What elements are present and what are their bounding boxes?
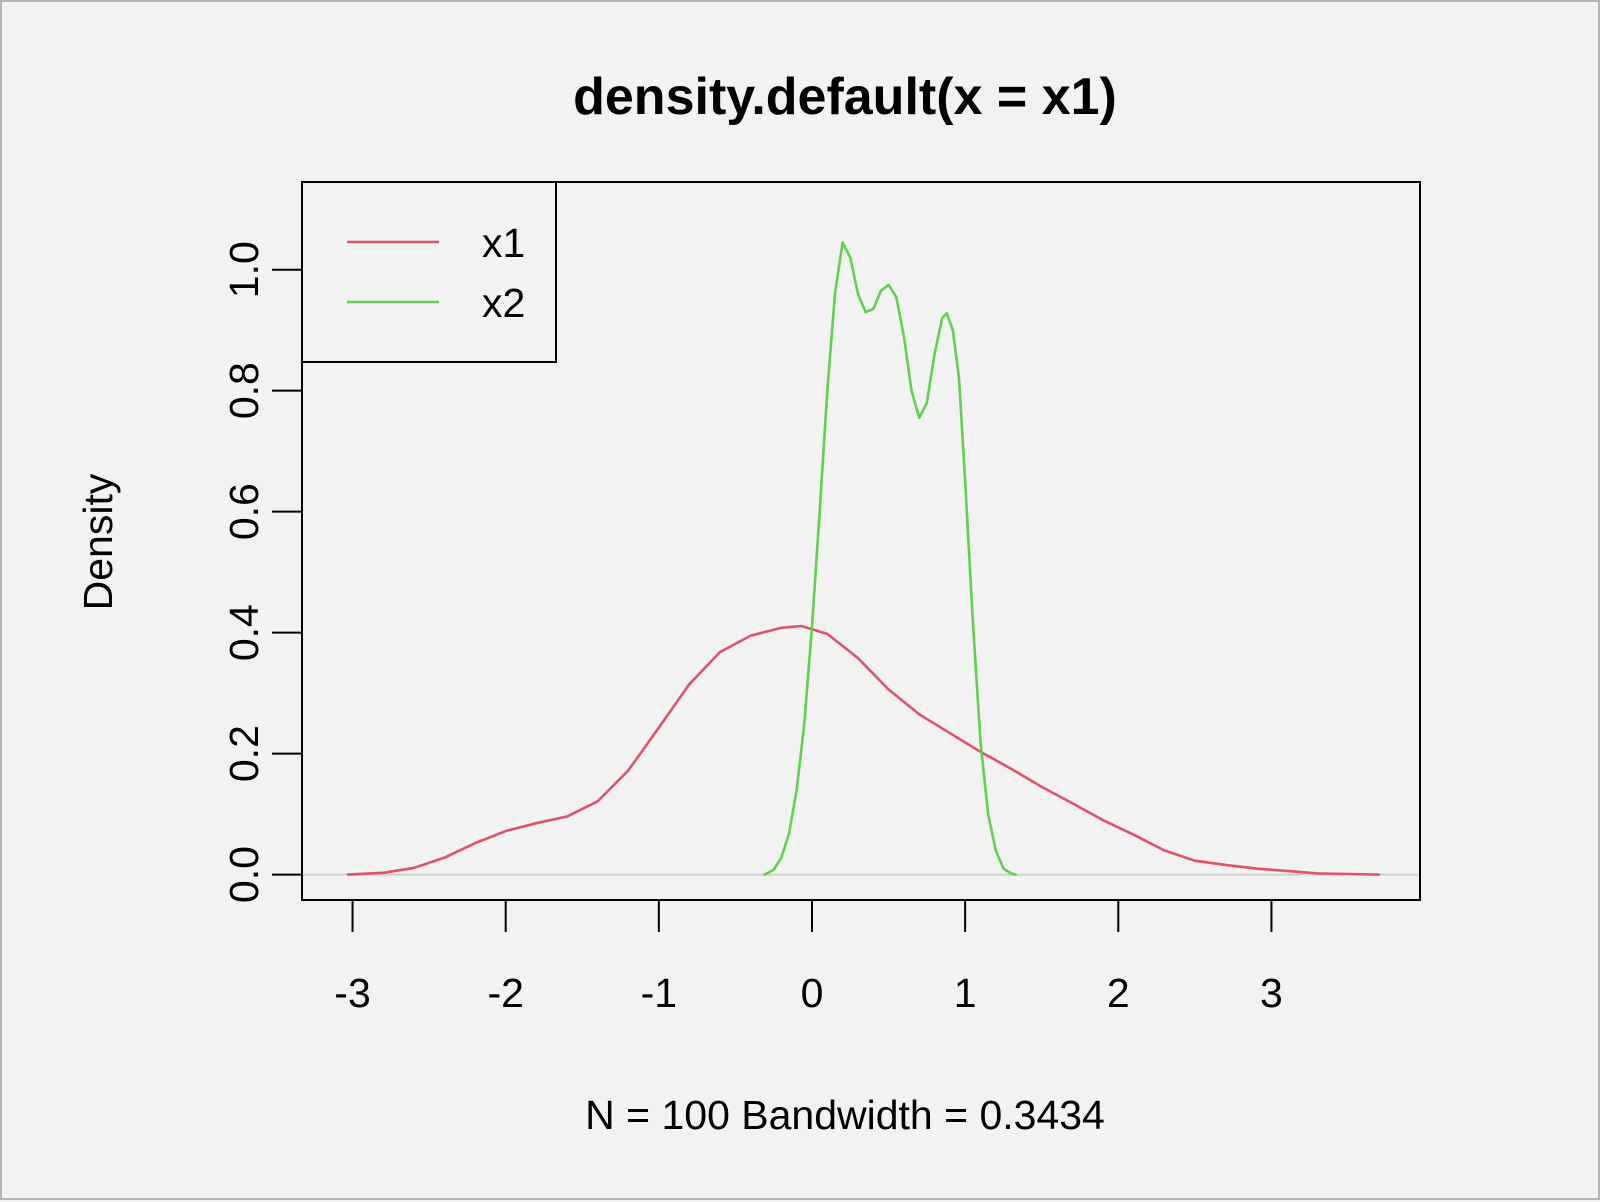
y-axis-label: Density <box>75 473 121 610</box>
series-line-x2 <box>765 242 1016 874</box>
x-tick-label: 1 <box>954 970 977 1016</box>
y-tick-label: 0.6 <box>221 483 267 540</box>
legend-label-x2: x2 <box>482 280 525 326</box>
series-line-x1 <box>348 626 1379 875</box>
x-tick-label: 0 <box>801 970 824 1016</box>
y-tick-label: 1.0 <box>221 241 267 298</box>
legend-label-x1: x1 <box>482 220 525 266</box>
x-tick-label: -2 <box>487 970 523 1016</box>
y-tick-label: 0.8 <box>221 362 267 419</box>
x-tick-label: -1 <box>641 970 677 1016</box>
y-tick-label: 0.2 <box>221 725 267 782</box>
legend-box <box>302 182 556 362</box>
x-tick-label: -3 <box>334 970 370 1016</box>
y-tick-label: 0.4 <box>221 604 267 661</box>
x-axis-label: N = 100 Bandwidth = 0.3434 <box>585 1092 1105 1138</box>
x-tick-label: 3 <box>1260 970 1283 1016</box>
x-tick-label: 2 <box>1107 970 1130 1016</box>
y-tick-label: 0.0 <box>221 846 267 903</box>
chart-title: density.default(x = x1) <box>573 68 1117 126</box>
